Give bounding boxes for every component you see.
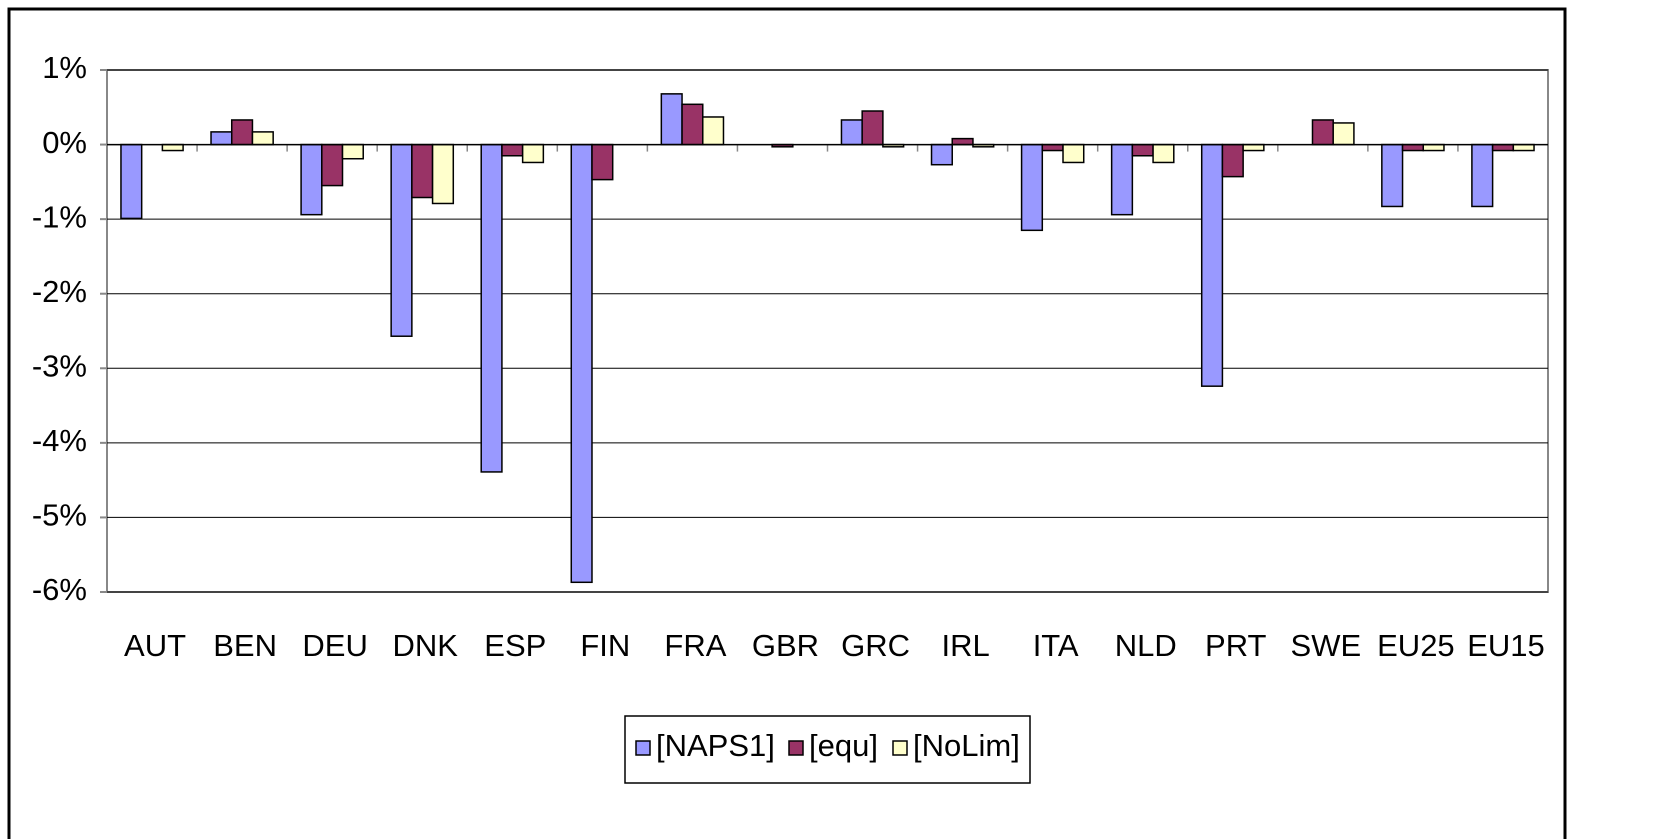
y-tick-label: -1% [32, 199, 87, 234]
x-tick-label: PRT [1205, 628, 1267, 663]
legend-box [624, 715, 1031, 784]
bar [702, 116, 725, 146]
y-tick-label: -3% [32, 348, 87, 383]
bar [1110, 143, 1134, 216]
bar [1242, 143, 1265, 152]
x-tick-label: SWE [1291, 628, 1362, 663]
bar [431, 143, 455, 205]
bar [930, 143, 953, 166]
bar [480, 143, 503, 473]
bar [591, 143, 614, 181]
x-tick-label: FRA [664, 628, 726, 663]
bar [861, 110, 884, 146]
bar [161, 143, 184, 152]
legend-label: [equ] [809, 728, 878, 763]
legend-swatch [635, 740, 651, 756]
x-tick-label: FIN [580, 628, 630, 663]
x-tick-label: ITA [1033, 628, 1079, 663]
bar [230, 119, 254, 146]
bar [1422, 143, 1445, 152]
bar [521, 143, 545, 164]
bar [1512, 143, 1535, 152]
bar [1491, 143, 1515, 152]
x-tick-label: NLD [1115, 628, 1177, 663]
bar [1311, 119, 1334, 146]
y-tick-label: -2% [32, 274, 87, 309]
x-tick-label: ESP [484, 628, 546, 663]
x-tick-label: IRL [941, 628, 989, 663]
bar [570, 143, 593, 584]
y-tick-label: 1% [42, 50, 87, 85]
legend-swatch [892, 740, 908, 756]
bar [1131, 143, 1154, 157]
bar [501, 143, 524, 157]
bar [660, 93, 683, 146]
x-tick-label: AUT [124, 628, 186, 663]
x-tick-label: DEU [302, 628, 367, 663]
bar [1221, 143, 1244, 178]
y-tick-label: -5% [32, 498, 87, 533]
x-tick-label: BEN [213, 628, 277, 663]
bar [341, 143, 364, 160]
bar [1041, 143, 1064, 152]
bar [1200, 143, 1224, 387]
bar [1152, 143, 1175, 164]
bar [681, 103, 704, 146]
bar [300, 143, 323, 216]
x-tick-label: GRC [841, 628, 910, 663]
bar [1471, 143, 1494, 208]
bar [1332, 122, 1355, 146]
x-tick-label: EU15 [1467, 628, 1545, 663]
bar [1401, 143, 1425, 152]
x-tick-label: EU25 [1377, 628, 1455, 663]
bar [1020, 143, 1044, 232]
bar [321, 143, 344, 187]
bar [840, 119, 863, 146]
bar [951, 137, 974, 146]
bar [411, 143, 434, 199]
bar [1381, 143, 1404, 208]
bar [1062, 143, 1085, 164]
bar [390, 143, 413, 337]
y-tick-label: 0% [42, 125, 87, 160]
legend-label: [NAPS1] [656, 728, 775, 763]
bar [210, 131, 233, 146]
x-tick-label: GBR [752, 628, 819, 663]
bar [120, 143, 143, 220]
y-tick-label: -4% [32, 423, 87, 458]
x-tick-label: DNK [392, 628, 458, 663]
legend-label: [NoLim] [913, 728, 1020, 763]
y-tick-label: -6% [32, 572, 87, 607]
bar [251, 131, 274, 146]
legend-swatch [788, 740, 804, 756]
